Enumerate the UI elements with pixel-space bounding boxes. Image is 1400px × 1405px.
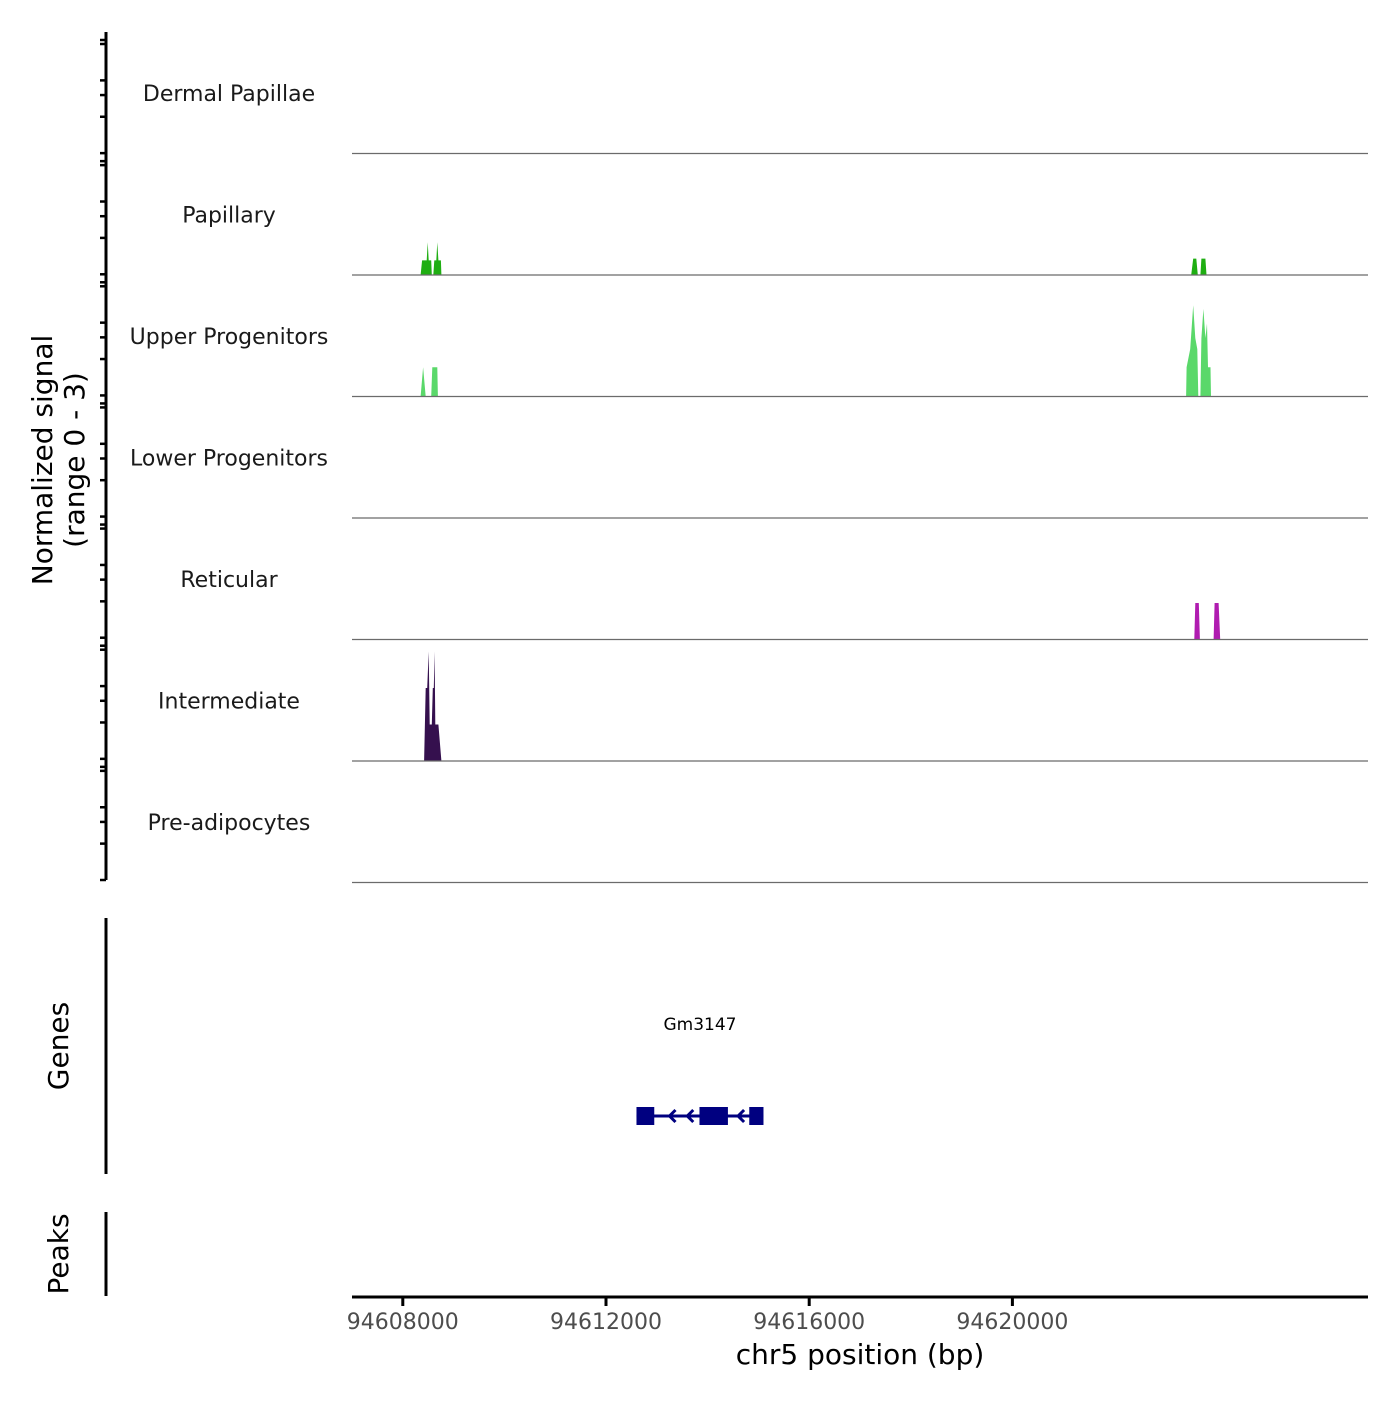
coverage-track: Lower Progenitors (130, 446, 1368, 519)
track-label: Papillary (182, 203, 276, 228)
x-tick-label: 94616000 (753, 1310, 865, 1335)
peaks-track-label: Peaks (42, 1213, 75, 1294)
coverage-ylabel-line2: (range 0 - 3) (58, 372, 91, 548)
coverage-track: Dermal Papillae (143, 82, 1368, 155)
coverage-ylabel-line1: Normalized signal (26, 335, 59, 586)
coverage-track: Papillary (182, 203, 1368, 276)
track-label: Reticular (180, 568, 278, 593)
strand-arrow (667, 1108, 677, 1124)
genes-track-label: Genes (42, 1002, 75, 1090)
x-axis-title: chr5 position (bp) (736, 1338, 985, 1371)
gene-track: Gm3147 (636, 1015, 764, 1125)
coverage-tracks: Dermal Papillae Papillary Upper Progenitor… (130, 82, 1368, 884)
coverage-area (1194, 603, 1221, 640)
x-axis: 94608000 94612000 94616000 94620000 (347, 1297, 1068, 1335)
x-tick-label: 94620000 (956, 1310, 1068, 1335)
x-tick-label: 94608000 (347, 1310, 459, 1335)
coverage-area (420, 305, 1212, 397)
gene-exon (636, 1107, 655, 1125)
track-label: Upper Progenitors (130, 325, 329, 350)
coverage-area (420, 242, 1207, 275)
coverage-track: Pre-adipocytes (148, 811, 1368, 884)
coverage-track: Intermediate (158, 651, 1368, 762)
x-tick-label: 94612000 (550, 1310, 662, 1335)
track-label: Lower Progenitors (130, 446, 328, 471)
track-label: Dermal Papillae (143, 82, 315, 107)
strand-arrow (685, 1108, 695, 1124)
coverage-track: Reticular (180, 568, 1368, 641)
gene-name-label: Gm3147 (663, 1015, 736, 1035)
coverage-y-axis (100, 32, 108, 882)
track-label: Intermediate (158, 689, 300, 714)
track-label: Pre-adipocytes (148, 811, 311, 836)
gene-exon (749, 1107, 764, 1125)
coverage-track: Upper Progenitors (130, 305, 1368, 398)
strand-arrow (735, 1108, 746, 1124)
gene-model: Gm3147 (636, 1015, 764, 1125)
gene-exon (699, 1107, 728, 1125)
coverage-area (424, 651, 442, 761)
